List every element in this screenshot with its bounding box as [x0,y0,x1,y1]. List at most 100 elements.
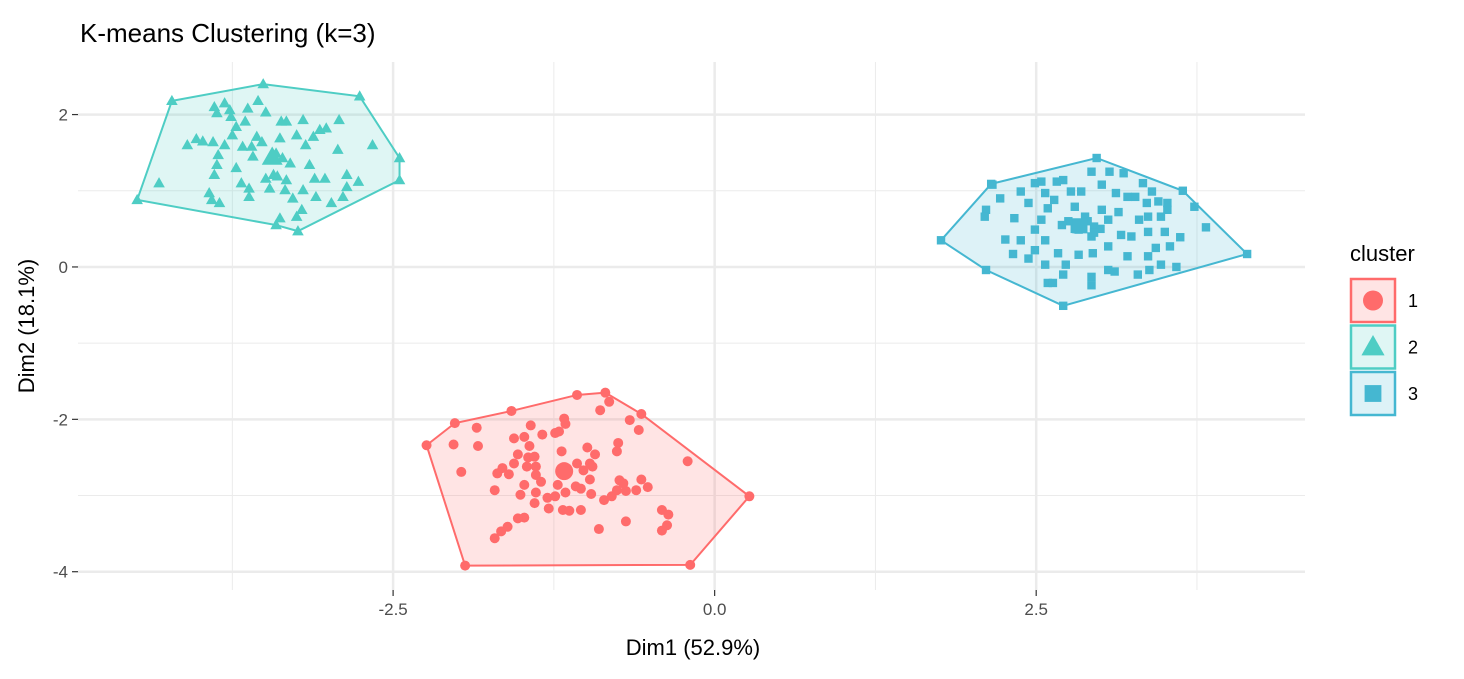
cluster-3-point [1111,188,1121,198]
cluster-1-point [542,492,553,503]
legend: cluster 1 2 3 [1349,241,1418,417]
cluster-3-point [1024,198,1033,208]
cluster-2-point [226,129,239,140]
cluster-2-point [333,113,345,125]
circle-icon [1363,290,1383,311]
cluster-3-point [1088,249,1097,258]
cluster-2-point [263,182,276,193]
cluster-2-point [223,104,236,115]
cluster-3-point [1037,177,1046,186]
cluster-1-point [642,482,653,493]
cluster-1-point [512,513,523,524]
cluster-1-point [560,418,571,429]
cluster-3-point [995,194,1005,203]
cluster-3-point [1030,245,1040,255]
cluster-3-point [1043,204,1052,213]
cluster-2-point [247,150,259,161]
cluster-1-point [524,441,535,451]
cluster-1-point [537,429,548,440]
cluster-3-point [986,179,996,189]
cluster-2-point [208,168,221,179]
triangle-icon [1361,335,1385,356]
cluster-3-point [981,205,991,215]
cluster-3-point [1040,236,1050,245]
grid [78,62,1305,590]
cluster-3-point [1059,301,1068,311]
x-tick-label: -2.5 [378,600,407,619]
cluster-3-point [1070,202,1079,211]
cluster-2-point [252,94,264,106]
cluster-3-point [1163,198,1172,208]
cluster-2-point [310,190,322,202]
cluster-3-point [1097,205,1106,215]
cluster-3-point [1176,233,1185,242]
cluster-1-point [582,442,593,453]
cluster-3-point [1123,192,1132,202]
cluster-3-point [1061,260,1070,269]
cluster-2-point [205,193,218,205]
cluster-3-point [1008,249,1018,259]
cluster-3-point [1165,242,1175,251]
cluster-1-point [530,461,541,472]
cluster-3-point [1119,169,1128,178]
cluster-2-point [290,129,303,140]
cluster-3-point [1160,227,1170,237]
cluster-1-point [685,559,696,570]
cluster-1-point [599,495,610,506]
cluster-1-point [595,405,606,416]
cluster-1-point [525,420,536,431]
cluster-3-point [1134,215,1144,224]
cluster-1-point [636,474,647,485]
cluster-1-point [572,458,583,469]
cluster-1-point [663,509,674,520]
x-tick-label: 0.0 [703,600,727,619]
cluster-1-point [506,405,517,416]
cluster-1-point [554,426,565,437]
cluster-1-point [489,533,500,544]
cluster-1-point [529,451,540,462]
cluster-3-point [1043,278,1052,288]
cluster-1-point [529,498,540,509]
cluster-3-point [1147,187,1157,196]
cluster-3-point [1083,217,1092,226]
cluster-3-point [936,236,946,245]
legend-label-1: 1 [1408,291,1418,311]
cluster-3-point [1059,270,1068,279]
cluster-2-point [303,158,316,170]
cluster-2-point [295,203,308,215]
cluster-1-point [471,422,482,433]
cluster-3-point [1143,252,1153,261]
cluster-1-point [509,458,520,469]
cluster-3-point [1131,192,1140,202]
legend-label-3: 3 [1408,384,1418,404]
cluster-2-point [353,90,366,101]
cluster-3-point [1064,217,1073,226]
y-tick-label: -2 [53,410,68,429]
cluster-3-point [1201,223,1211,232]
cluster-3-point [1089,222,1099,231]
cluster-2-point [259,106,272,117]
cluster-1-point [552,479,563,490]
cluster-3-point [1123,252,1132,261]
cluster-3-point [1087,281,1096,290]
cluster-3-point [1092,153,1101,163]
cluster-2-point [275,115,288,126]
cluster-2-point [319,172,331,183]
cluster-2-point [332,143,344,154]
cluster-2-point [290,210,303,221]
cluster-3-point [1178,186,1188,195]
cluster-3-point [1110,267,1119,276]
cluster-2-point [259,172,272,183]
cluster-3-point [1104,242,1113,251]
legend-item-2: 2 [1349,324,1418,370]
cluster-1-point [620,485,631,496]
cluster-3-point [1077,187,1086,196]
cluster-1-point [556,446,567,457]
cluster-3-point [1048,278,1058,288]
cluster-3-point [1145,265,1154,275]
cluster-2-point [341,180,353,192]
cluster-2-point [153,177,165,188]
cluster-3-point [1074,250,1083,259]
cluster-2-point [131,193,143,205]
cluster-3-point [1105,167,1114,176]
